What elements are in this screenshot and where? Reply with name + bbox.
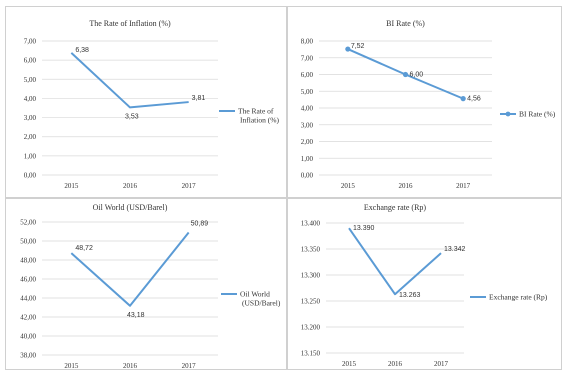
x-tick-label: 2015 — [341, 182, 356, 190]
chart-svg: The Rate of Inflation (%) 0,00 1,00 2,00 3,0… — [24, 19, 280, 190]
y-tick-label: 3,00 — [24, 114, 37, 122]
series-line — [70, 231, 190, 307]
data-label: 43,18 — [127, 312, 145, 319]
y-tick-label: 13.350 — [301, 246, 321, 254]
y-tick-label: 2,00 — [24, 133, 37, 141]
data-label: 48,72 — [75, 245, 93, 252]
y-tick-label: 6,00 — [301, 71, 314, 79]
y-tick-label: 0,00 — [301, 172, 314, 180]
data-label: 3,81 — [192, 95, 206, 102]
y-tick-label: 48,00 — [20, 257, 36, 265]
y-tick-label: 1,00 — [24, 152, 37, 160]
y-tick-label: 3,00 — [301, 121, 314, 129]
chart-panel-oil-world: Oil World (USD/Barel) 38,00 40,00 42,00 44,0… — [5, 198, 287, 370]
y-tick-label: 0,00 — [24, 172, 37, 180]
chart-title: Oil World (USD/Barel) — [93, 203, 168, 212]
legend-label: Exchange rate (Rp) — [489, 293, 548, 302]
data-label: 13.390 — [353, 225, 375, 232]
y-tick-label: 50,00 — [20, 238, 36, 246]
y-tick-label: 2,00 — [301, 138, 314, 146]
data-label: 13.342 — [444, 246, 466, 253]
x-tick-label: 2016 — [399, 182, 414, 190]
y-tick-label: 52,00 — [20, 219, 36, 227]
chart-panel-exchange-rate: Exchange rate (Rp) 13.150 13.200 13.250 13.3… — [287, 198, 562, 370]
chart-title: The Rate of Inflation (%) — [89, 19, 171, 28]
chart-svg: Oil World (USD/Barel) 38,00 40,00 42,00 44,0… — [20, 203, 281, 370]
chart-panel-inflation: The Rate of Inflation (%) 0,00 1,00 2,00 3,0… — [5, 6, 287, 198]
x-tick-label: 2015 — [64, 362, 79, 370]
y-tick-label: 13.150 — [301, 350, 321, 358]
x-tick-label: 2016 — [123, 182, 138, 190]
y-tick-label: 13.250 — [301, 298, 321, 306]
x-tick-label: 2017 — [182, 182, 197, 190]
chart-title: Exchange rate (Rp) — [364, 203, 427, 212]
legend-label-line: Exchange rate (Rp) — [489, 293, 548, 302]
y-tick-label: 6,00 — [24, 57, 37, 65]
legend-label-line: BI Rate (%) — [519, 110, 556, 119]
data-label: 3,53 — [125, 113, 139, 120]
legend-label-line: Oil World — [240, 290, 270, 299]
legend-label-line: The Rate of — [238, 107, 274, 116]
series-line — [348, 227, 442, 296]
x-tick-label: 2017 — [182, 362, 197, 370]
y-tick-label: 8,00 — [301, 38, 314, 46]
y-tick-label: 13.200 — [301, 324, 321, 332]
chart-svg: Exchange rate (Rp) 13.150 13.200 13.250 13.3… — [301, 203, 548, 368]
chart-title: BI Rate (%) — [386, 19, 425, 28]
y-tick-label: 7,00 — [24, 38, 37, 46]
x-tick-label: 2017 — [434, 360, 449, 368]
y-tick-label: 4,00 — [301, 105, 314, 113]
chart-panel-bi-rate: BI Rate (%) 0,00 1,00 2,00 3,00 4,00 5,00 6,00 7… — [287, 6, 562, 198]
x-tick-label: 2016 — [123, 362, 138, 370]
data-point-marker — [345, 46, 351, 52]
data-label: 7,52 — [351, 43, 365, 50]
legend-label: Oil World (USD/Barel) — [240, 290, 281, 308]
y-tick-label: 13.400 — [301, 220, 321, 228]
legend-label: BI Rate (%) — [519, 110, 556, 119]
data-label: 13.263 — [399, 292, 421, 299]
data-label: 6,00 — [410, 72, 424, 79]
data-point-marker — [460, 96, 466, 102]
data-label: 50,89 — [191, 221, 209, 228]
y-tick-label: 40,00 — [20, 333, 36, 341]
y-tick-label: 5,00 — [301, 88, 314, 96]
chart-svg: BI Rate (%) 0,00 1,00 2,00 3,00 4,00 5,00 6,00 7… — [301, 19, 556, 190]
legend-label-line: Inflation (%) — [240, 116, 279, 125]
x-tick-label: 2017 — [456, 182, 471, 190]
legend-label-line: (USD/Barel) — [242, 299, 281, 308]
y-tick-label: 42,00 — [20, 314, 36, 322]
data-point-marker — [402, 71, 409, 78]
y-tick-label: 44,00 — [20, 295, 36, 303]
x-tick-label: 2016 — [388, 360, 403, 368]
legend-marker — [505, 111, 511, 117]
y-tick-label: 38,00 — [20, 352, 36, 360]
y-tick-label: 46,00 — [20, 276, 36, 284]
y-tick-label: 13.300 — [301, 272, 321, 280]
y-tick-label: 5,00 — [24, 76, 37, 84]
data-label: 6,38 — [75, 47, 89, 54]
y-tick-label: 4,00 — [24, 95, 37, 103]
series-line — [70, 52, 189, 109]
legend-label: The Rate of Inflation (%) — [238, 107, 279, 125]
y-tick-label: 1,00 — [301, 155, 314, 163]
x-tick-label: 2015 — [64, 182, 79, 190]
y-tick-label: 7,00 — [301, 54, 314, 62]
data-label: 4,56 — [467, 96, 481, 103]
x-tick-label: 2015 — [342, 360, 357, 368]
